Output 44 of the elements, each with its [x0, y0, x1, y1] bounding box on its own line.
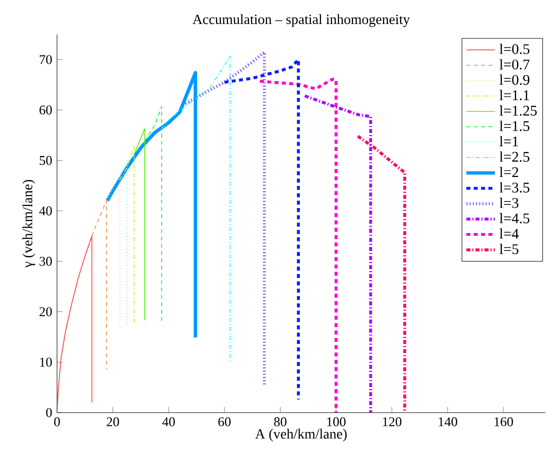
line-series: [106, 71, 198, 340]
line-series: [144, 106, 162, 322]
x-tick-label: 80: [274, 417, 286, 426]
y-tick-label: 20: [40, 307, 52, 316]
line-series: [222, 58, 300, 402]
chart-title: Accumulation – spatial inhomogeneity: [192, 14, 410, 28]
legend-label: l=3.5: [500, 182, 530, 193]
legend-label: l=1: [500, 136, 518, 146]
legend-label: l=3: [500, 198, 518, 208]
legend-label: l=2: [500, 167, 518, 178]
line-series: [106, 175, 120, 330]
legend-label: l=1.1: [500, 90, 530, 100]
legend-label: l=0.7: [500, 59, 530, 70]
x-tick-label: 0: [54, 417, 60, 426]
y-tick-label: 0: [46, 408, 52, 418]
y-tick-label: 50: [40, 156, 52, 166]
legend-label: l=4.5: [500, 213, 530, 224]
legend-label: l=0.5: [500, 44, 530, 54]
x-tick-label: 60: [218, 417, 231, 426]
y-tick-label: 30: [40, 256, 52, 266]
legend-label: l=4: [500, 228, 519, 239]
line-series: [356, 134, 406, 413]
y-tick-label: 40: [39, 206, 52, 216]
y-axis-title: γ (veh/km/lane): [22, 180, 36, 268]
y-tick-label: 10: [40, 358, 52, 367]
line-series: [161, 56, 230, 364]
x-tick-label: 160: [494, 417, 513, 426]
x-tick-label: 100: [327, 417, 346, 426]
legend-label: l=2.5: [500, 152, 530, 162]
line-series: [303, 94, 372, 413]
legend-label: l=1.5: [500, 120, 530, 132]
line-series: [258, 78, 338, 413]
legend-label: l=0.9: [500, 74, 530, 86]
y-tick-label: 60: [40, 106, 52, 115]
legend-label: l=5: [500, 244, 518, 254]
line-series: [92, 200, 107, 370]
line-series: [119, 146, 134, 324]
legend-label: l=1.25: [500, 105, 537, 116]
x-tick-label: 120: [383, 417, 402, 426]
x-tick-label: 140: [438, 417, 458, 426]
x-axis-title: A (veh/km/lane): [255, 428, 347, 442]
x-tick-label: 20: [106, 417, 120, 426]
x-tick-label: 40: [162, 417, 175, 426]
y-tick-label: 70: [40, 55, 52, 64]
